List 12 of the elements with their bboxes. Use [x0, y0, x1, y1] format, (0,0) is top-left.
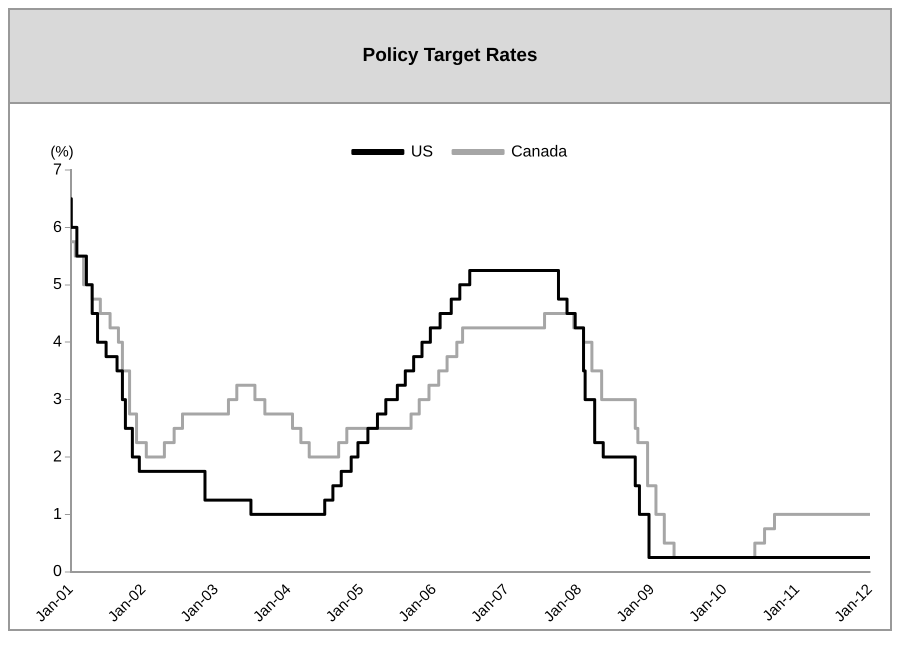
- legend-label: Canada: [511, 143, 568, 160]
- legend-label: US: [410, 143, 434, 160]
- y-tick-label: 3: [52, 391, 62, 408]
- y-tick-label: 5: [52, 276, 62, 294]
- y-axis-title: (%): [50, 144, 74, 161]
- y-tick-label: 7: [52, 161, 62, 178]
- y-tick-label: 0: [52, 563, 62, 580]
- y-tick-label: 2: [52, 448, 62, 466]
- chart-title: Policy Target Rates: [10, 10, 890, 104]
- y-tick-label: 4: [52, 334, 62, 351]
- y-tick-label: 6: [52, 218, 62, 236]
- y-tick-label: 1: [52, 506, 62, 523]
